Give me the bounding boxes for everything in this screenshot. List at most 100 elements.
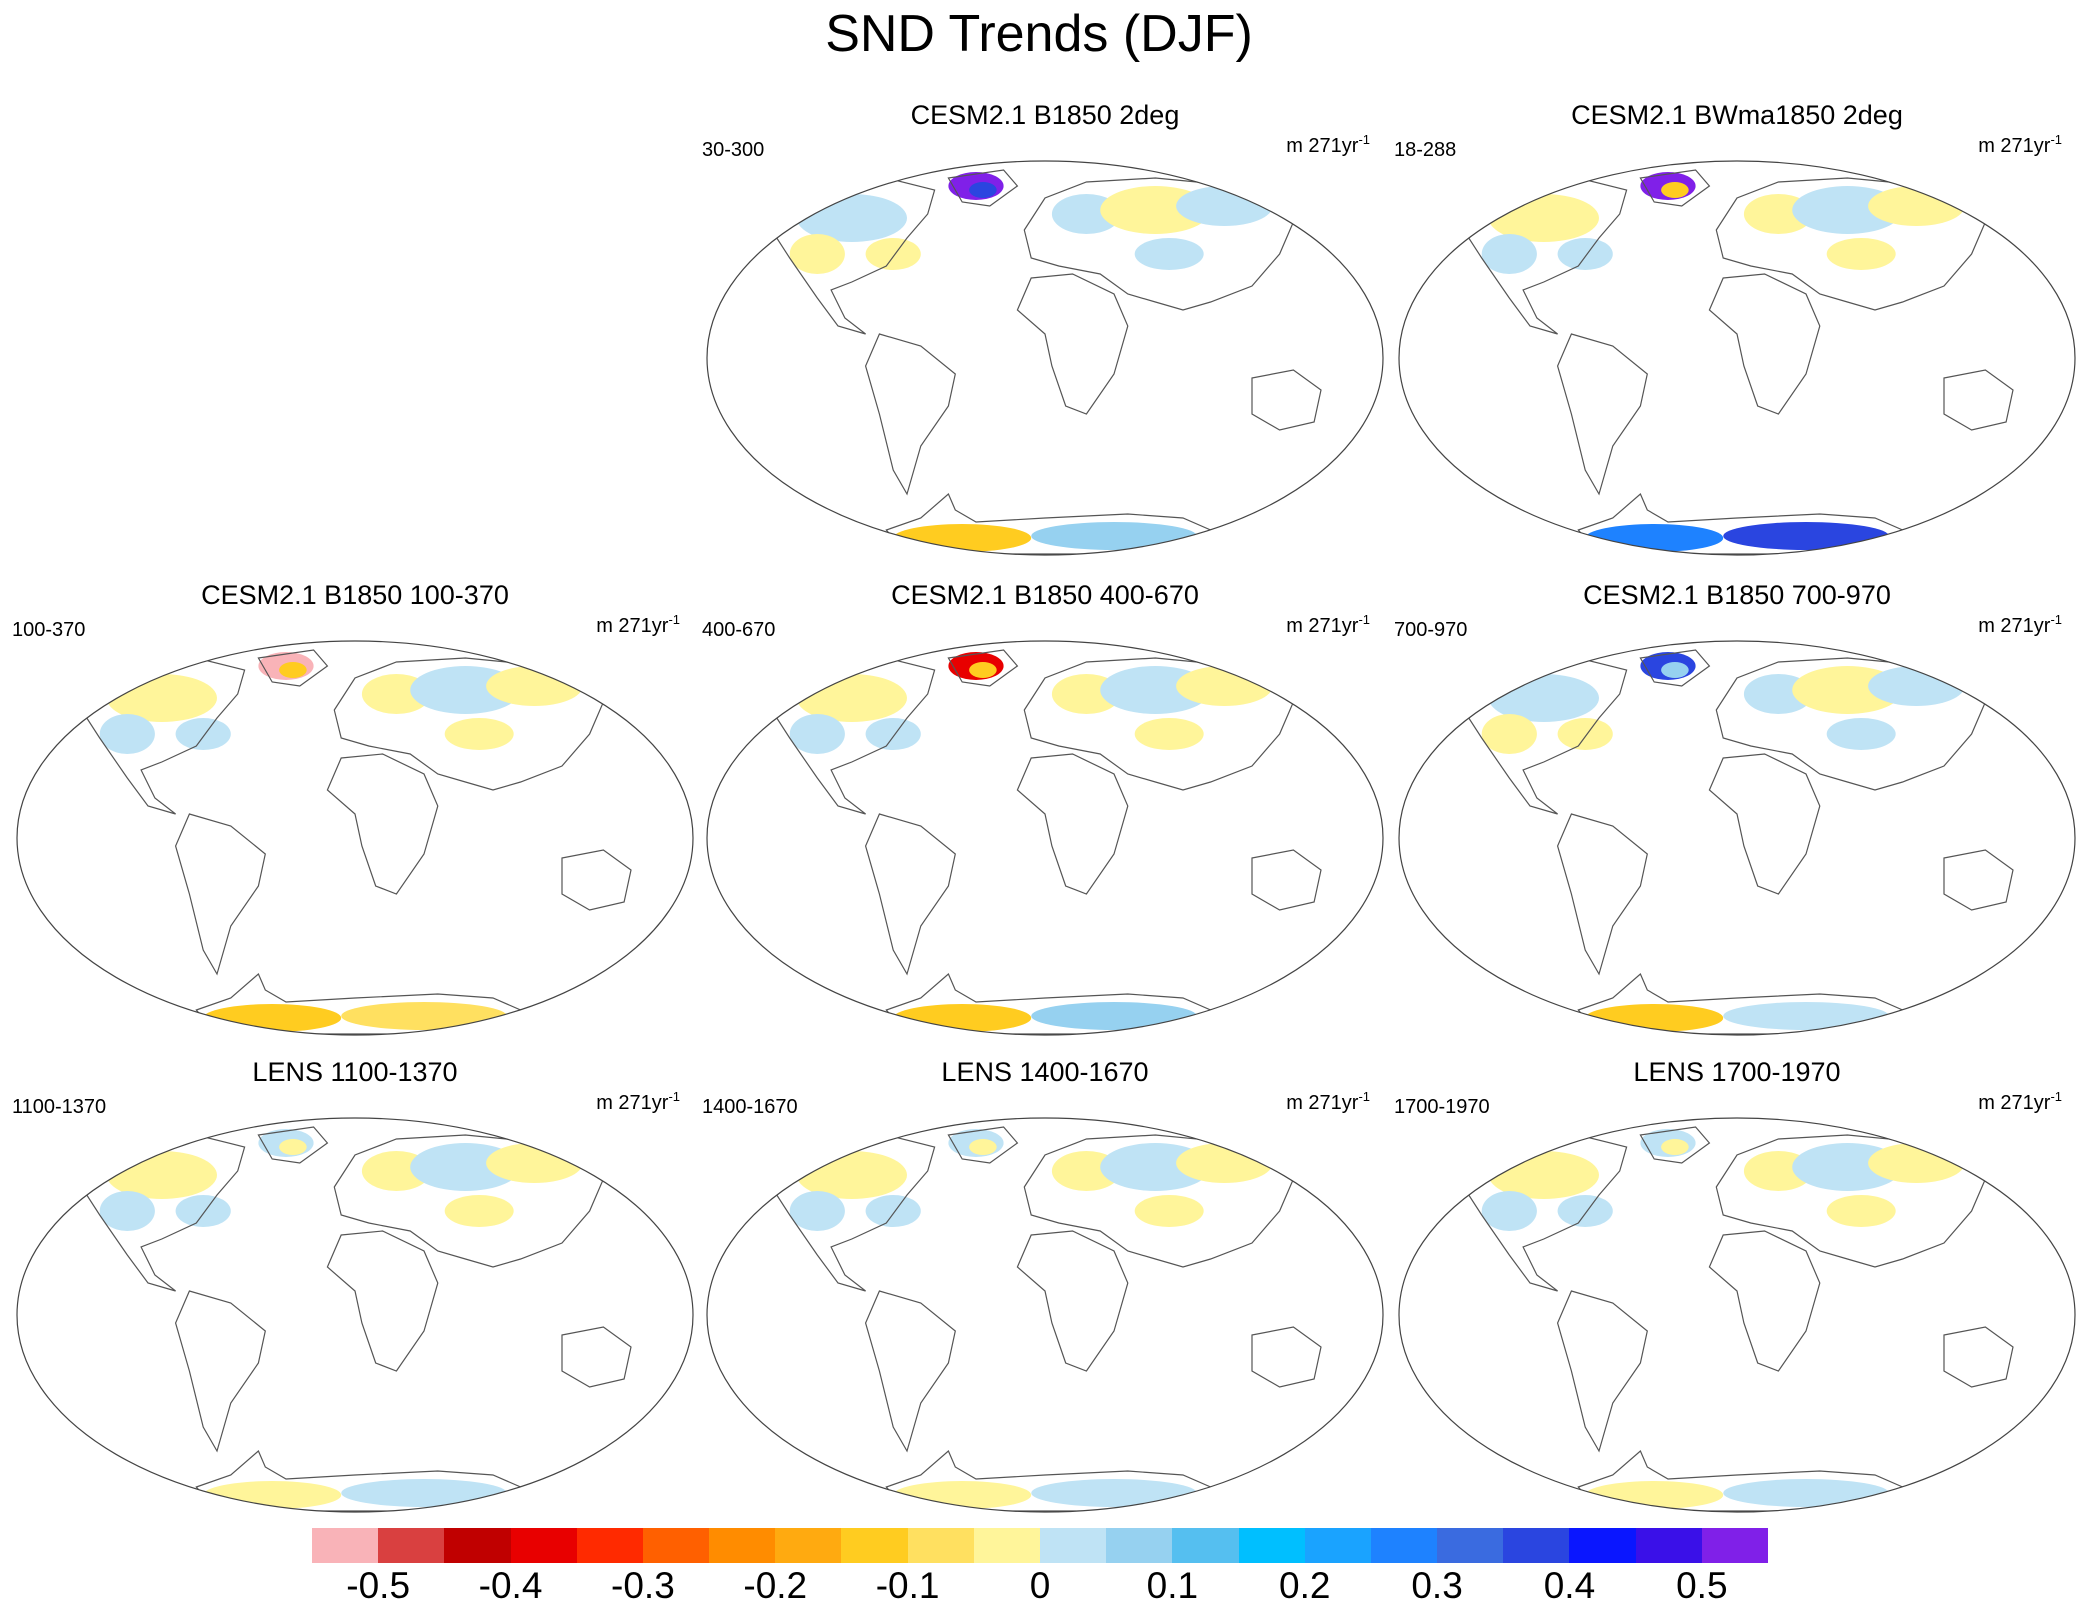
panel-year-range: 18-288 bbox=[1394, 139, 1457, 161]
snow-field-antarctica-east bbox=[1031, 1002, 1197, 1030]
coastline-greenland bbox=[947, 1126, 1019, 1164]
colorbar-box bbox=[378, 1528, 445, 1563]
world-map bbox=[16, 640, 694, 1036]
snow-field-central-asia bbox=[1826, 1195, 1896, 1227]
panel-year-range: 30-300 bbox=[702, 139, 765, 161]
coastline-samerica bbox=[864, 333, 956, 496]
snow-field-siberia-east bbox=[1868, 186, 1965, 226]
coastline-antarctica bbox=[1577, 493, 1904, 555]
world-map bbox=[1398, 160, 2076, 556]
snow-field-north-america-east bbox=[1557, 1195, 1613, 1227]
snow-field-siberia-east bbox=[486, 1143, 583, 1183]
coastline-africa bbox=[326, 1230, 439, 1372]
coastline-namerica bbox=[768, 177, 936, 335]
figure-title: SND Trends (DJF) bbox=[825, 5, 1253, 63]
units-exponent: -1 bbox=[668, 612, 680, 627]
world-map bbox=[706, 160, 1384, 556]
colorbar-box bbox=[312, 1528, 379, 1563]
colorbar-box bbox=[1701, 1528, 1769, 1563]
colorbar-tick-label: -0.4 bbox=[478, 1565, 543, 1606]
snow-field-siberia-east bbox=[1176, 666, 1273, 706]
colorbar-tick-label: -0.5 bbox=[346, 1565, 411, 1606]
map-content bbox=[768, 649, 1322, 1035]
colorbar-box bbox=[1437, 1528, 1504, 1563]
coastline-australia bbox=[1943, 369, 2014, 431]
colorbar-box bbox=[510, 1528, 578, 1563]
snow-field-central-asia bbox=[1134, 718, 1204, 750]
units-exponent: -1 bbox=[1358, 132, 1370, 147]
colorbar-box bbox=[973, 1528, 1041, 1563]
panel-units: m 271yr-1 bbox=[1286, 1089, 1370, 1115]
coastline-namerica bbox=[78, 1134, 246, 1292]
snow-field-siberia-east bbox=[1176, 186, 1273, 226]
coastline-greenland bbox=[947, 169, 1019, 207]
snow-field-siberia-east bbox=[486, 666, 583, 706]
coastline-samerica bbox=[864, 813, 956, 976]
coastline-australia bbox=[1943, 849, 2014, 911]
snow-field-central-asia bbox=[444, 718, 514, 750]
colorbar-box bbox=[1040, 1528, 1107, 1563]
units-text: m 271yr bbox=[1978, 1092, 2051, 1114]
panel-year-range: 100-370 bbox=[12, 619, 86, 641]
snow-field-greenland-core bbox=[1661, 662, 1689, 678]
snow-field-greenland-core bbox=[1661, 1139, 1689, 1155]
map-panel: CESM2.1 BWma1850 2deg 18-288 m 271yr-1 bbox=[1392, 98, 2078, 566]
snow-field-north-america-west bbox=[789, 234, 845, 274]
map-border bbox=[1398, 640, 2076, 1036]
coastline-greenland bbox=[257, 649, 329, 687]
coastline-samerica bbox=[174, 1290, 266, 1453]
colorbar-box bbox=[907, 1528, 975, 1563]
map-panel: LENS 1700-1970 1700-1970 m 271yr-1 bbox=[1392, 1055, 2078, 1523]
map-content bbox=[78, 1126, 632, 1512]
colorbar-tick-label: 0.5 bbox=[1676, 1565, 1728, 1606]
coastline-samerica bbox=[1556, 1290, 1648, 1453]
colorbar-tick-label: 0.2 bbox=[1279, 1565, 1331, 1606]
map-panel: CESM2.1 B1850 700-970 700-970 m 271yr-1 bbox=[1392, 578, 2078, 1046]
panel-title: LENS 1700-1970 bbox=[1633, 1057, 1841, 1087]
snow-field-antarctica-west bbox=[893, 1004, 1032, 1032]
colorbar-box bbox=[1569, 1528, 1637, 1563]
panel-units: m 271yr-1 bbox=[1286, 612, 1370, 638]
units-exponent: -1 bbox=[668, 1089, 680, 1104]
snow-field-central-asia bbox=[444, 1195, 514, 1227]
coastline-australia bbox=[561, 1326, 632, 1388]
coastline-greenland bbox=[1639, 169, 1711, 207]
map-panel: LENS 1400-1670 1400-1670 m 271yr-1 bbox=[700, 1055, 1390, 1523]
coastline-africa bbox=[326, 753, 439, 895]
coastline-antarctica bbox=[1577, 1450, 1904, 1512]
units-text: m 271yr bbox=[1286, 1092, 1359, 1114]
panel-units: m 271yr-1 bbox=[1978, 612, 2062, 638]
panel-year-range: 1700-1970 bbox=[1394, 1096, 1490, 1118]
units-exponent: -1 bbox=[1358, 612, 1370, 627]
coastline-antarctica bbox=[195, 1450, 522, 1512]
snow-field-north-america-west bbox=[99, 1191, 155, 1231]
panel-units: m 271yr-1 bbox=[596, 612, 680, 638]
snow-field-north-america-west bbox=[1481, 714, 1537, 754]
snow-field-greenland-core bbox=[969, 662, 997, 678]
snow-field-antarctica-west bbox=[893, 1481, 1032, 1509]
coastline-australia bbox=[561, 849, 632, 911]
coastline-samerica bbox=[1556, 333, 1648, 496]
snow-field-antarctica-east bbox=[1723, 1479, 1889, 1507]
coastline-antarctica bbox=[885, 493, 1212, 555]
coastline-australia bbox=[1943, 1326, 2014, 1388]
panel-year-range: 700-970 bbox=[1394, 619, 1468, 641]
map-panel: CESM2.1 B1850 100-370 100-370 m 271yr-1 bbox=[10, 578, 700, 1046]
colorbar-tick-label: 0 bbox=[1029, 1565, 1051, 1606]
map-content bbox=[1460, 649, 2014, 1035]
colorbar-tick-label: 0.3 bbox=[1411, 1565, 1463, 1606]
snow-field-antarctica-west bbox=[1585, 1004, 1724, 1032]
coastline-australia bbox=[1251, 849, 1322, 911]
coastline-antarctica bbox=[885, 1450, 1212, 1512]
units-exponent: -1 bbox=[1358, 1089, 1370, 1104]
units-text: m 271yr bbox=[1286, 615, 1359, 637]
coastline-greenland bbox=[1639, 1126, 1711, 1164]
coastline-africa bbox=[1708, 1230, 1821, 1372]
units-exponent: -1 bbox=[2050, 612, 2062, 627]
snow-field-central-asia bbox=[1826, 238, 1896, 270]
snow-field-north-america-east bbox=[1557, 718, 1613, 750]
snow-field-north-america-east bbox=[865, 718, 921, 750]
coastline-namerica bbox=[78, 657, 246, 815]
colorbar-box bbox=[444, 1528, 512, 1563]
snow-field-central-asia bbox=[1134, 238, 1204, 270]
